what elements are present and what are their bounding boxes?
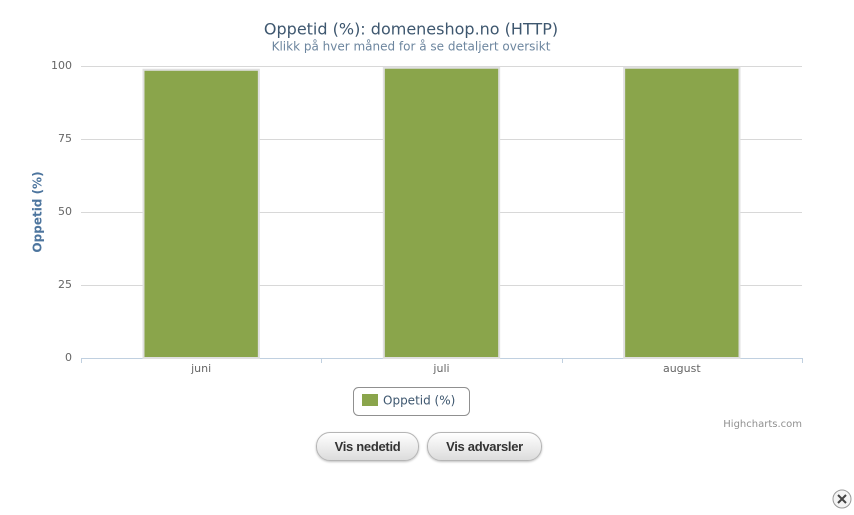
close-icon[interactable] [832,489,852,509]
chart-subtitle: Klikk på hver måned for å se detaljert o… [272,40,551,54]
credits[interactable]: Highcharts.com [723,419,802,430]
bar [382,66,501,359]
x-tick-label: juli [432,362,449,375]
chart-title: Oppetid (%): domeneshop.no (HTTP) [264,20,558,39]
y-tick-label: 0 [65,351,72,364]
legend-box [353,387,470,416]
button[interactable]: Vis nedetid [316,432,419,461]
x-tick-label: juni [190,362,211,375]
button[interactable]: Vis advarsler [427,432,542,461]
bar [623,66,741,359]
x-tick-label: august [663,362,701,375]
y-tick-label: 100 [51,59,72,72]
legend-symbol [362,394,378,406]
legend-label: Oppetid (%) [383,394,455,408]
y-axis-title: Oppetid (%) [31,171,45,252]
y-tick-label: 25 [58,278,72,291]
bar [142,68,260,360]
y-tick-label: 75 [58,132,72,145]
y-tick-label: 50 [58,205,72,218]
